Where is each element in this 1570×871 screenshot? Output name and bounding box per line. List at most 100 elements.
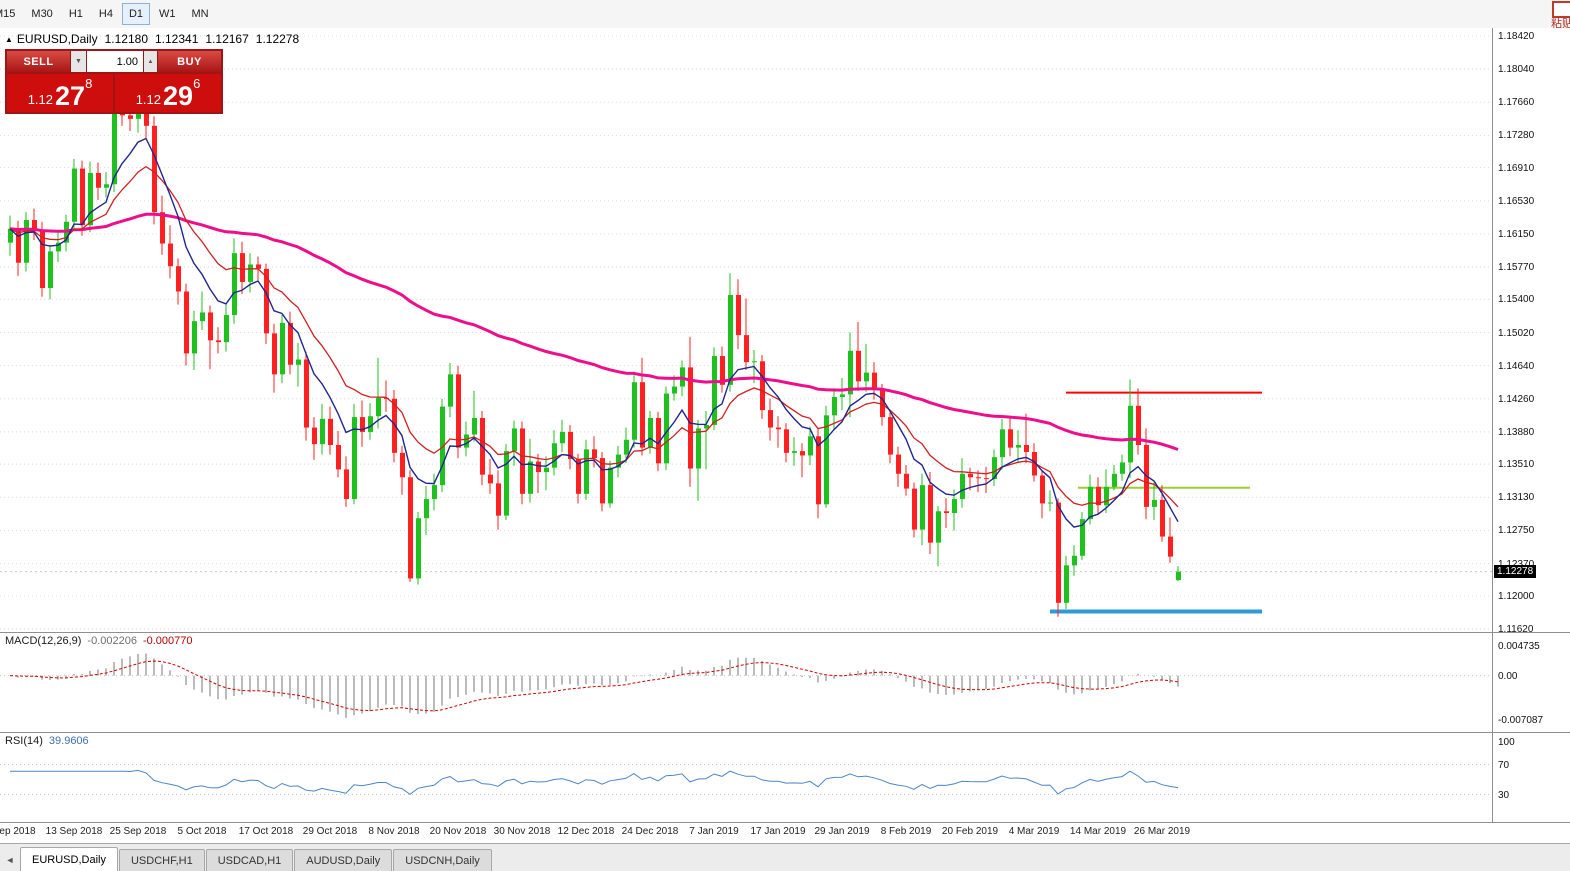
rsi-value: 39.9606 xyxy=(48,735,89,747)
sell-price-tile[interactable]: 1.12 27 8 xyxy=(7,74,113,112)
price-axis-label: 1.14640 xyxy=(1498,360,1535,372)
timeframe-button-m30[interactable]: M30 xyxy=(31,7,53,20)
timeframe-button-d1[interactable]: D1 xyxy=(121,2,150,25)
price-axis-label: 1.11620 xyxy=(1498,624,1534,635)
one-click-trade-panel: SELL ▼ 1.00 ▲ BUY 1.12 27 8 1.12 29 6 xyxy=(5,49,223,114)
chart-tab-usdchf-h1[interactable]: USDCHF,H1 xyxy=(118,849,205,871)
sell-price-prefix: 1.12 xyxy=(27,92,54,107)
ma-16-line xyxy=(9,165,1179,508)
chart-header: ▲ EURUSD,Daily 1.12180 1.12341 1.12167 1.1227… xyxy=(5,32,299,46)
candlestick-chart-canvas[interactable] xyxy=(0,28,1492,632)
volume-input[interactable]: 1.00 xyxy=(87,51,143,72)
price-axis-label: 1.13130 xyxy=(1498,492,1535,504)
ma-90-line xyxy=(9,212,1179,451)
price-axis-label: 1.16530 xyxy=(1498,195,1535,207)
macd-canvas[interactable] xyxy=(0,632,1492,732)
rsi-axis-label: 70 xyxy=(1498,759,1510,771)
sell-price-big-digits: 27 xyxy=(55,81,86,111)
buy-price-prefix: 1.12 xyxy=(135,92,162,107)
panel-separator xyxy=(0,822,1570,823)
ohlc-open-value: 1.12180 xyxy=(104,32,148,46)
date-axis-label: 7 Jan 2019 xyxy=(689,826,739,837)
date-axis[interactable]: 3 Sep 2018 13 Sep 2018 25 Sep 2018 5 Oct 20… xyxy=(0,822,1492,843)
timeframe-button-h1[interactable]: H1 xyxy=(68,7,83,20)
chart-tabs: EURUSD,Daily USDCHF,H1 USDCAD,H1 AUDUSD,Dai… xyxy=(20,847,493,871)
date-axis-label: 29 Jan 2019 xyxy=(814,826,870,837)
macd-main-value: -0.002206 xyxy=(87,635,137,647)
rsi-canvas[interactable] xyxy=(0,732,1492,822)
timeframe-toolbar: M15 M30 H1 H4 D1 W1 MN 粘贴 xyxy=(0,0,1570,30)
paste-label: 粘贴 xyxy=(1551,18,1570,30)
timeframe-button-w1[interactable]: W1 xyxy=(159,7,176,20)
moving-average-lines xyxy=(9,137,1179,528)
sell-button[interactable]: SELL xyxy=(7,51,70,72)
buy-price-pipette: 6 xyxy=(193,76,201,91)
price-axis-label: 1.15020 xyxy=(1498,327,1535,339)
rsi-name: RSI(14) xyxy=(5,735,43,747)
date-axis-label: 20 Nov 2018 xyxy=(429,826,487,837)
collapse-arrow-icon[interactable]: ▲ xyxy=(5,35,13,44)
date-axis-label: 8 Feb 2019 xyxy=(880,826,932,837)
price-axis-label: 1.12000 xyxy=(1498,590,1535,602)
macd-signal-value: -0.000770 xyxy=(142,635,193,647)
tab-scroll-left-icon[interactable]: ◄ xyxy=(5,855,15,865)
chart-tab-usdcad-h1[interactable]: USDCAD,H1 xyxy=(205,849,294,871)
paste-tool-button[interactable]: 粘贴 xyxy=(1544,1,1570,30)
price-axis-label: 1.16150 xyxy=(1498,228,1535,240)
price-axis-label: 1.17660 xyxy=(1498,97,1535,109)
paste-icon xyxy=(1551,1,1570,18)
macd-signal-line xyxy=(9,660,1179,712)
price-axis-label: 1.18040 xyxy=(1498,64,1535,76)
volume-spinner-up-icon[interactable]: ▲ xyxy=(144,51,157,72)
macd-axis-label: -0.007087 xyxy=(1498,715,1544,726)
price-axis-label: 1.14260 xyxy=(1498,393,1535,405)
ma-8-line xyxy=(9,137,1179,528)
rsi-axis-label: 100 xyxy=(1498,737,1515,748)
main-chart-panel: ▲ EURUSD,Daily 1.12180 1.12341 1.12167 1.1227… xyxy=(0,28,1492,632)
volume-dropdown-icon[interactable]: ▼ xyxy=(71,51,86,72)
macd-indicator-panel: MACD(12,26,9) -0.002206 -0.000770 xyxy=(0,632,1492,732)
macd-name: MACD(12,26,9) xyxy=(5,635,82,647)
timeframe-buttons: M15 M30 H1 H4 D1 W1 MN xyxy=(0,0,1570,27)
date-axis-label: 8 Nov 2018 xyxy=(368,826,420,837)
price-axis-label: 1.15400 xyxy=(1498,294,1535,306)
price-axis-label: 1.13880 xyxy=(1498,426,1535,438)
date-axis-label: 12 Dec 2018 xyxy=(557,826,615,837)
date-axis-label: 5 Oct 2018 xyxy=(177,826,227,837)
date-axis-label: 3 Sep 2018 xyxy=(0,826,36,837)
rsi-axis-label: 30 xyxy=(1498,789,1510,801)
price-axis[interactable]: 1.18420 1.18040 1.17660 1.17280 1.16910 1.165… xyxy=(1493,28,1570,822)
date-axis-label: 26 Mar 2019 xyxy=(1133,826,1191,837)
current-price-tag: 1.12278 xyxy=(1494,565,1537,579)
chart-tab-bar: ◄ EURUSD,Daily USDCHF,H1 USDCAD,H1 AUDUSD,D… xyxy=(0,843,1570,871)
panel-separator xyxy=(0,632,1570,633)
ohlc-low-value: 1.12167 xyxy=(205,32,249,46)
chart-tab-eurusd-daily[interactable]: EURUSD,Daily xyxy=(20,847,118,871)
date-axis-label: 13 Sep 2018 xyxy=(45,826,103,837)
date-axis-label: 4 Mar 2019 xyxy=(1008,826,1060,837)
timeframe-button-mn[interactable]: MN xyxy=(191,7,209,20)
ohlc-close-value: 1.12278 xyxy=(255,32,300,46)
price-axis-label: 1.17280 xyxy=(1498,130,1535,142)
price-axis-label: 1.16910 xyxy=(1498,162,1535,174)
chart-tab-audusd-daily[interactable]: AUDUSD,Daily xyxy=(294,849,393,871)
date-axis-label: 20 Feb 2019 xyxy=(941,826,999,837)
date-axis-label: 24 Dec 2018 xyxy=(621,826,679,837)
rsi-indicator-panel: RSI(14) 39.9606 xyxy=(0,732,1492,822)
price-axis-label: 1.15770 xyxy=(1498,262,1535,274)
chart-tab-usdcnh-daily[interactable]: USDCNH,Daily xyxy=(393,849,492,871)
date-axis-label: 25 Sep 2018 xyxy=(109,826,167,837)
buy-price-tile[interactable]: 1.12 29 6 xyxy=(115,74,221,112)
timeframe-button-m15[interactable]: M15 xyxy=(0,7,16,20)
buy-button[interactable]: BUY xyxy=(158,51,221,72)
macd-axis-label: 0.00 xyxy=(1498,670,1518,682)
rsi-label: RSI(14) 39.9606 xyxy=(5,735,89,747)
date-axis-label: 17 Oct 2018 xyxy=(238,826,294,837)
axis-separator xyxy=(1492,28,1493,822)
macd-label: MACD(12,26,9) -0.002206 -0.000770 xyxy=(5,635,193,647)
date-axis-label: 17 Jan 2019 xyxy=(750,826,806,837)
date-axis-label: 30 Nov 2018 xyxy=(493,826,551,837)
rsi-line xyxy=(10,769,1179,795)
timeframe-button-h4[interactable]: H4 xyxy=(98,7,113,20)
